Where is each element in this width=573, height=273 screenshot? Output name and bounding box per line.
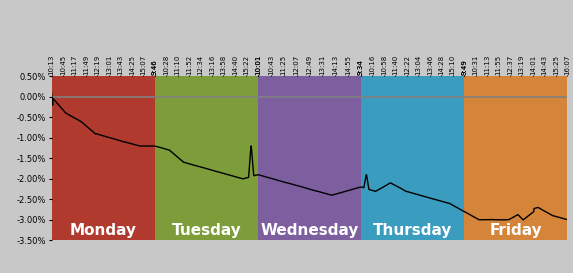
Bar — [155, 76, 258, 240]
Bar — [52, 76, 155, 240]
Text: Tuesday: Tuesday — [171, 223, 241, 238]
Text: Friday: Friday — [489, 223, 542, 238]
Bar — [258, 76, 361, 240]
Text: Monday: Monday — [70, 223, 136, 238]
Text: Thursday: Thursday — [373, 223, 452, 238]
Text: Wednesday: Wednesday — [260, 223, 359, 238]
Bar — [464, 76, 567, 240]
Bar — [361, 76, 464, 240]
